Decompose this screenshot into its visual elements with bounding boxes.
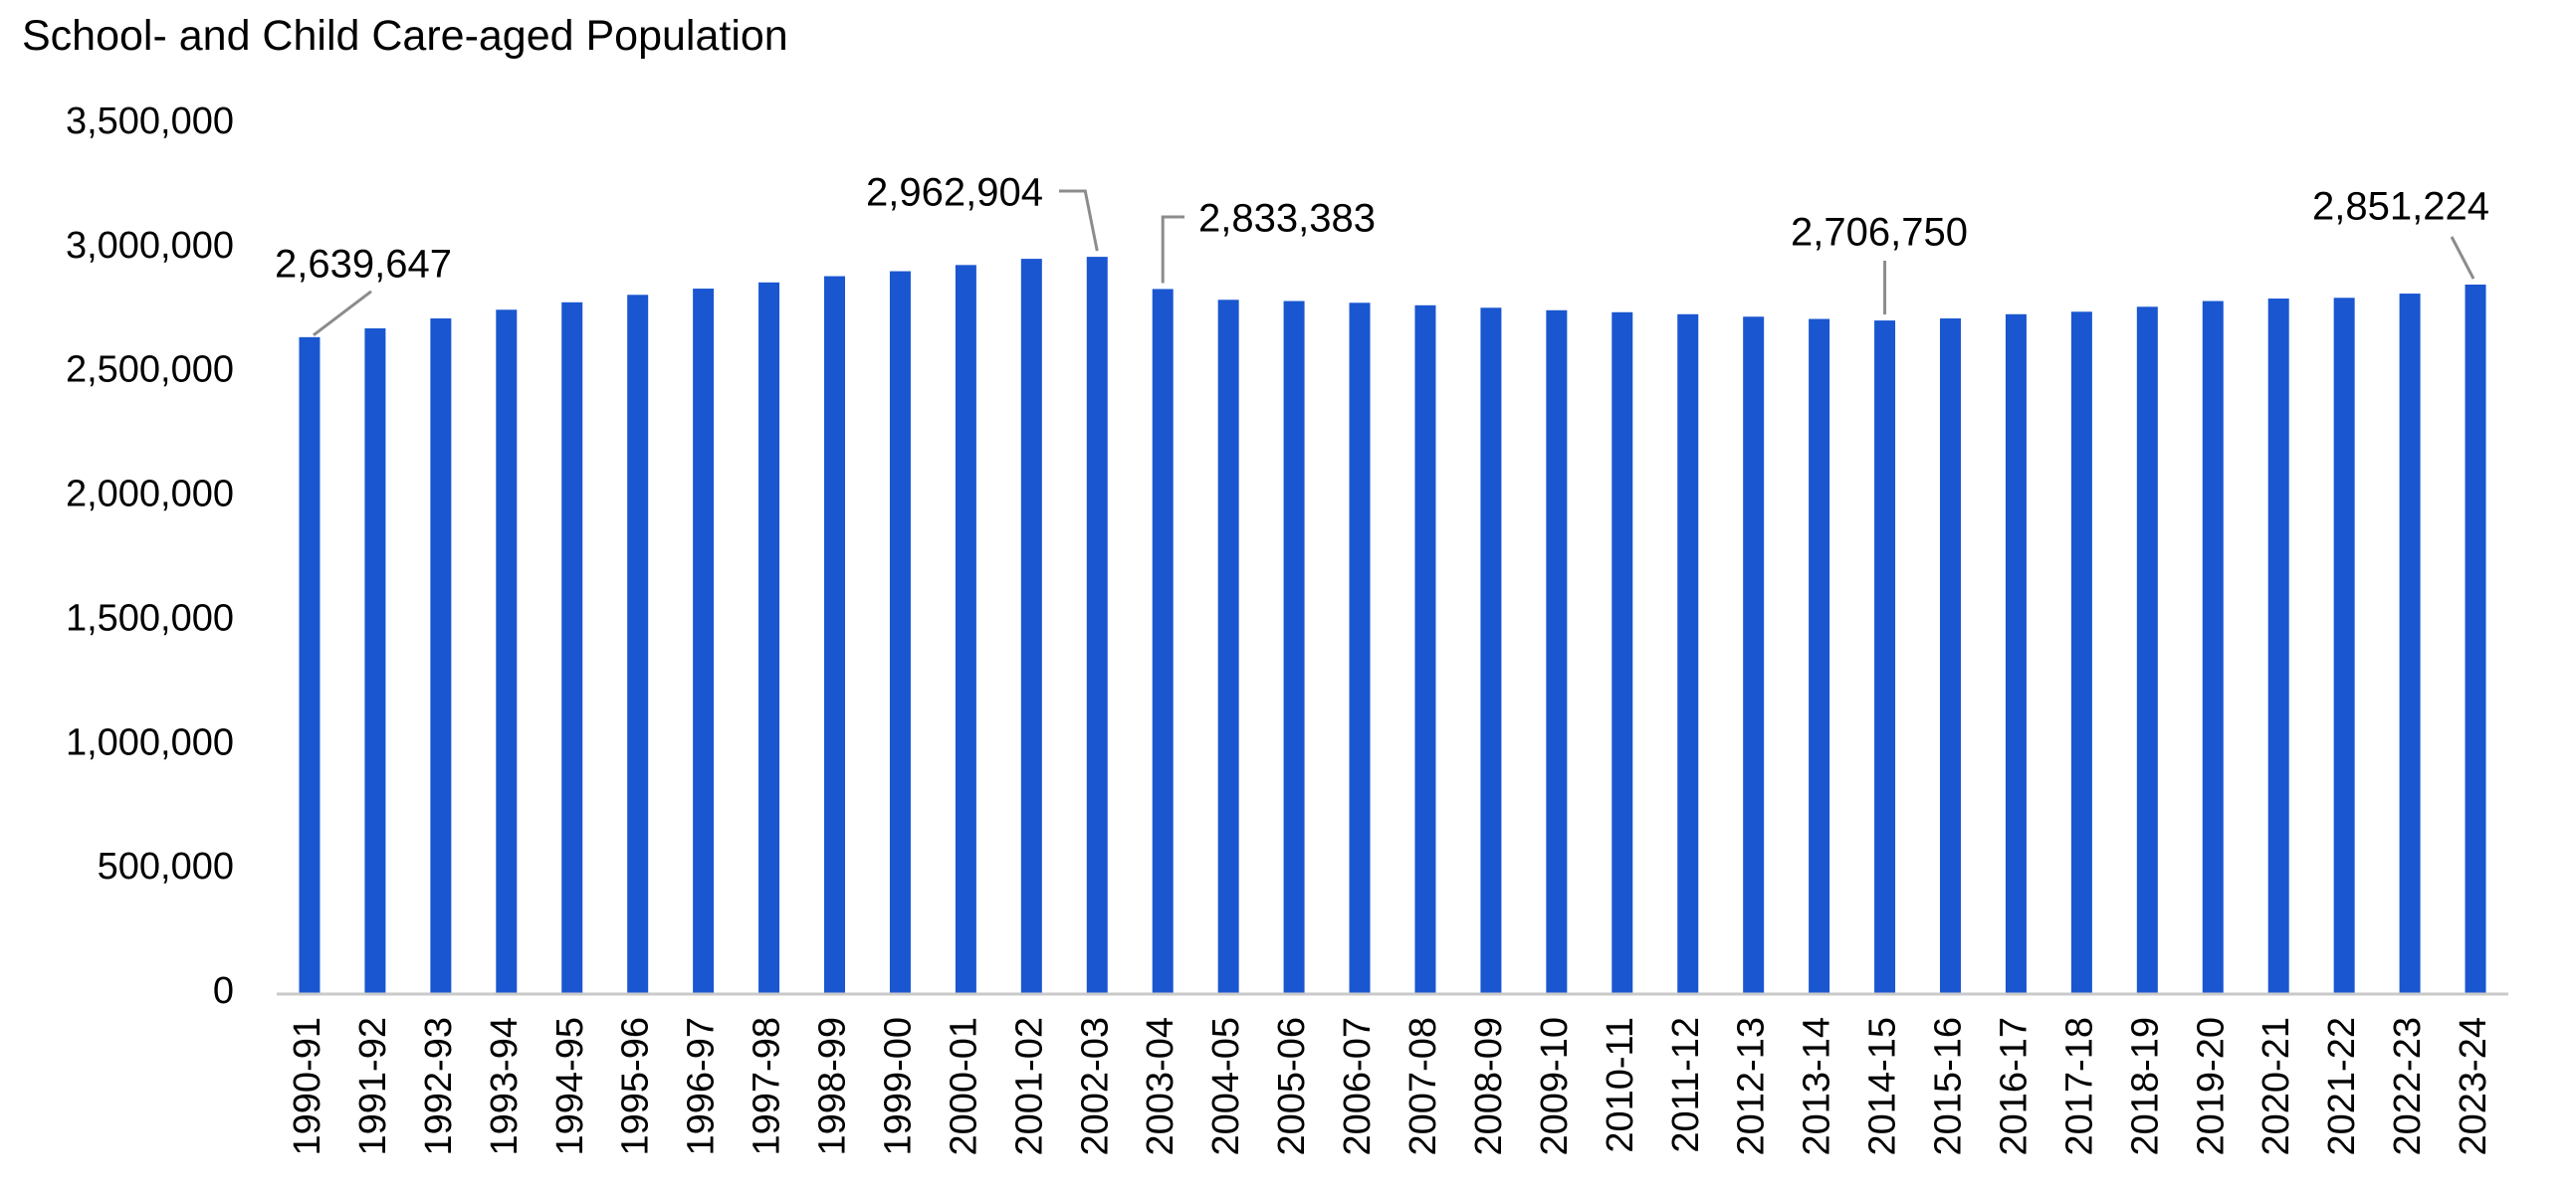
bar-2014-15	[1874, 320, 1896, 994]
x-tick-label: 2020-21	[2255, 1017, 2297, 1155]
x-tick-label: 1994-95	[549, 1017, 591, 1155]
bar-1995-96	[627, 295, 649, 993]
bar-2008-09	[1480, 307, 1502, 994]
bar-2012-13	[1743, 316, 1765, 993]
data-label-1990-91: 2,639,647	[275, 243, 452, 287]
data-label-2023-24: 2,851,224	[2312, 185, 2489, 229]
bar-1997-98	[758, 282, 780, 993]
bar-2004-05	[1217, 300, 1239, 994]
data-label-2003-04: 2,833,383	[1198, 197, 1376, 241]
x-tick-label: 1991-92	[352, 1017, 394, 1155]
x-tick-label: 2001-02	[1008, 1017, 1050, 1155]
x-tick-label: 1998-99	[812, 1017, 854, 1155]
x-tick-label: 2019-20	[2190, 1017, 2232, 1155]
x-tick-label: 2005-06	[1271, 1017, 1313, 1155]
x-tick-label: 2015-16	[1928, 1017, 1970, 1155]
bar-2011-12	[1677, 313, 1699, 993]
x-tick-label: 2008-09	[1468, 1017, 1510, 1155]
x-tick-label: 2021-22	[2321, 1017, 2363, 1155]
y-axis-tick-labels: 0 500,000 1,000,000 1,500,000 2,000,000 2,500…	[66, 100, 234, 1012]
y-tick-label: 3,500,000	[66, 100, 234, 142]
bar-2010-11	[1611, 311, 1633, 994]
bar-1998-99	[824, 276, 845, 993]
bar-2006-07	[1349, 302, 1371, 993]
bar-2005-06	[1283, 300, 1305, 993]
x-tick-label: 1993-94	[484, 1017, 526, 1155]
bar-2023-24	[2465, 285, 2486, 993]
x-tick-label: 1992-93	[418, 1017, 460, 1155]
x-tick-label: 2013-14	[1797, 1017, 1838, 1155]
y-tick-label: 2,500,000	[66, 349, 234, 391]
x-tick-label: 2022-23	[2387, 1017, 2429, 1155]
y-tick-label: 1,000,000	[66, 721, 234, 763]
x-tick-label: 2004-05	[1205, 1017, 1247, 1155]
bar-2000-01	[955, 265, 976, 993]
x-tick-label: 1995-96	[615, 1017, 657, 1155]
chart-title: School- and Child Care-aged Population	[22, 12, 788, 60]
x-tick-label: 1999-00	[877, 1017, 919, 1155]
x-axis-tick-labels: 1990-91 1991-92 1992-93 1993-94 1994-95 1995-…	[287, 1017, 2494, 1155]
data-label-annotations: 2,639,647 2,962,904 2,833,383 2,706,750 2,85…	[275, 171, 2489, 337]
bar-1994-95	[561, 301, 583, 993]
x-tick-label: 1996-97	[681, 1017, 723, 1155]
data-label-2002-03: 2,962,904	[866, 171, 1043, 215]
bar-2016-17	[2005, 313, 2027, 993]
bars-group	[299, 257, 2486, 994]
x-tick-label: 2002-03	[1074, 1017, 1116, 1155]
y-tick-label: 500,000	[98, 846, 234, 888]
x-tick-label: 2018-19	[2124, 1017, 2166, 1155]
y-tick-label: 1,500,000	[66, 597, 234, 639]
x-tick-label: 2023-24	[2453, 1017, 2494, 1155]
x-tick-label: 1997-98	[747, 1017, 788, 1155]
x-tick-label: 2003-04	[1140, 1017, 1181, 1155]
x-tick-label: 2007-08	[1402, 1017, 1444, 1155]
annotation-leader-line	[313, 290, 372, 337]
x-tick-label: 2017-18	[2058, 1017, 2100, 1155]
bar-2007-08	[1414, 304, 1436, 993]
bar-1992-93	[430, 318, 452, 993]
bar-2019-20	[2202, 300, 2224, 993]
bar-2001-02	[1020, 259, 1042, 993]
bar-1996-97	[693, 289, 715, 993]
y-tick-label: 3,000,000	[66, 225, 234, 267]
x-tick-label: 2009-10	[1534, 1017, 1576, 1155]
bar-1990-91	[299, 336, 321, 994]
bar-2021-22	[2333, 298, 2355, 993]
x-tick-label: 2016-17	[1993, 1017, 2035, 1155]
y-tick-label: 0	[213, 970, 234, 1012]
x-tick-label: 2006-07	[1337, 1017, 1379, 1155]
x-tick-label: 2012-13	[1731, 1017, 1773, 1155]
bar-1991-92	[364, 328, 386, 993]
x-tick-label: 1990-91	[287, 1017, 328, 1155]
x-tick-label: 2011-12	[1665, 1017, 1707, 1153]
x-tick-label: 2000-01	[943, 1017, 984, 1155]
bar-1999-00	[889, 271, 911, 994]
bar-2022-23	[2399, 294, 2421, 993]
bar-2018-19	[2136, 306, 2158, 993]
bar-2003-04	[1152, 289, 1174, 994]
data-label-2014-15: 2,706,750	[1791, 211, 1968, 255]
annotation-leader-line	[1059, 189, 1099, 252]
bar-2017-18	[2070, 311, 2092, 993]
x-tick-label: 2014-15	[1862, 1017, 1904, 1155]
y-tick-label: 2,000,000	[66, 474, 234, 515]
bar-2002-03	[1086, 257, 1108, 993]
annotation-leader-line	[1161, 215, 1184, 284]
annotation-leader-line	[2450, 236, 2475, 280]
bar-2020-21	[2267, 299, 2289, 993]
bar-1993-94	[496, 309, 518, 993]
bar-2015-16	[1940, 318, 1961, 993]
bar-2009-10	[1546, 309, 1568, 993]
bar-2013-14	[1809, 318, 1830, 993]
x-tick-label: 2010-11	[1600, 1017, 1641, 1153]
